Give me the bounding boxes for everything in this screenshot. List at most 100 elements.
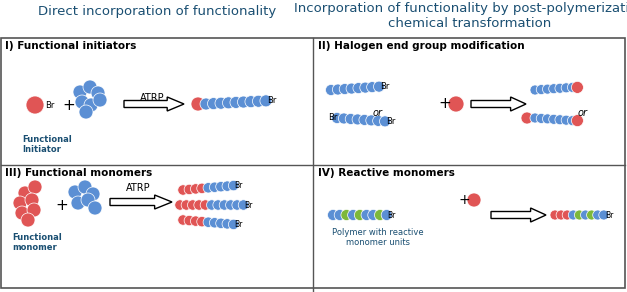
Circle shape (530, 85, 540, 95)
Circle shape (175, 200, 185, 210)
Circle shape (372, 115, 384, 126)
Circle shape (587, 210, 597, 220)
Circle shape (203, 182, 213, 193)
FancyArrow shape (124, 97, 184, 111)
Circle shape (13, 196, 27, 210)
Circle shape (194, 200, 204, 210)
Circle shape (536, 113, 546, 124)
Text: Br: Br (605, 211, 613, 220)
Circle shape (191, 97, 205, 111)
Circle shape (567, 116, 577, 126)
Circle shape (253, 95, 265, 107)
Circle shape (345, 114, 356, 124)
Circle shape (542, 114, 552, 124)
Circle shape (346, 83, 357, 94)
Circle shape (571, 115, 583, 127)
Text: IV) Reactive monomers: IV) Reactive monomers (318, 168, 455, 178)
Circle shape (222, 181, 233, 191)
Text: Br: Br (45, 100, 55, 110)
Text: Br: Br (387, 211, 396, 220)
Circle shape (556, 210, 566, 220)
Circle shape (593, 210, 603, 220)
Circle shape (223, 97, 234, 109)
Text: +: + (458, 193, 470, 207)
Text: III) Functional monomers: III) Functional monomers (5, 168, 152, 178)
Circle shape (238, 200, 249, 210)
Text: ATRP: ATRP (125, 183, 150, 193)
Circle shape (381, 209, 392, 220)
Circle shape (581, 210, 591, 220)
Circle shape (366, 115, 377, 126)
Circle shape (18, 186, 32, 200)
Text: +: + (62, 98, 75, 112)
Bar (1, 38, 625, 288)
Text: Br: Br (267, 96, 277, 105)
Circle shape (368, 209, 379, 220)
Circle shape (78, 180, 92, 194)
Circle shape (178, 215, 188, 225)
Circle shape (197, 183, 207, 194)
Circle shape (230, 96, 242, 108)
Circle shape (73, 85, 87, 99)
Circle shape (562, 210, 572, 220)
Circle shape (197, 216, 207, 227)
Circle shape (216, 218, 226, 229)
Text: +: + (438, 96, 451, 112)
Circle shape (200, 98, 212, 110)
Circle shape (367, 82, 377, 93)
Circle shape (27, 203, 41, 217)
Circle shape (379, 116, 391, 127)
Circle shape (215, 97, 227, 109)
Circle shape (26, 96, 44, 114)
Circle shape (208, 98, 219, 110)
Circle shape (222, 219, 233, 229)
Circle shape (245, 96, 257, 108)
Circle shape (374, 209, 386, 220)
Circle shape (352, 114, 363, 125)
FancyArrow shape (110, 195, 172, 209)
Text: Functional
Initiator: Functional Initiator (22, 135, 71, 154)
Circle shape (549, 84, 559, 94)
Circle shape (536, 85, 546, 95)
Circle shape (359, 114, 370, 126)
Circle shape (347, 209, 359, 220)
Circle shape (332, 112, 342, 124)
Circle shape (75, 95, 89, 109)
Circle shape (15, 206, 29, 220)
Text: II) Halogen end group modification: II) Halogen end group modification (318, 41, 525, 51)
Circle shape (91, 86, 105, 100)
Circle shape (521, 112, 533, 124)
Circle shape (568, 210, 578, 220)
Text: or: or (373, 108, 383, 118)
Circle shape (467, 193, 481, 207)
Circle shape (341, 209, 352, 220)
Circle shape (191, 216, 201, 226)
Circle shape (206, 200, 217, 210)
Circle shape (542, 84, 552, 94)
Circle shape (339, 84, 350, 95)
Circle shape (184, 215, 194, 226)
Text: Incorporation of functionality by post-polymerization
chemical transformation: Incorporation of functionality by post-p… (294, 2, 627, 30)
Circle shape (28, 180, 42, 194)
Circle shape (68, 185, 82, 199)
Text: +: + (55, 197, 68, 213)
Circle shape (228, 180, 239, 191)
Circle shape (599, 210, 609, 220)
Circle shape (71, 196, 85, 210)
Circle shape (81, 193, 95, 207)
Circle shape (555, 115, 565, 125)
Circle shape (530, 113, 540, 123)
Circle shape (84, 98, 98, 112)
Circle shape (327, 209, 339, 220)
Circle shape (88, 201, 102, 215)
Circle shape (260, 95, 272, 107)
Circle shape (93, 93, 107, 107)
Text: Polymer with reactive
monomer units: Polymer with reactive monomer units (332, 228, 424, 247)
Circle shape (209, 218, 220, 228)
Circle shape (549, 114, 559, 124)
Circle shape (209, 182, 220, 192)
Text: Br: Br (328, 114, 337, 123)
Circle shape (238, 96, 250, 108)
FancyArrow shape (491, 208, 546, 222)
Circle shape (86, 187, 100, 201)
